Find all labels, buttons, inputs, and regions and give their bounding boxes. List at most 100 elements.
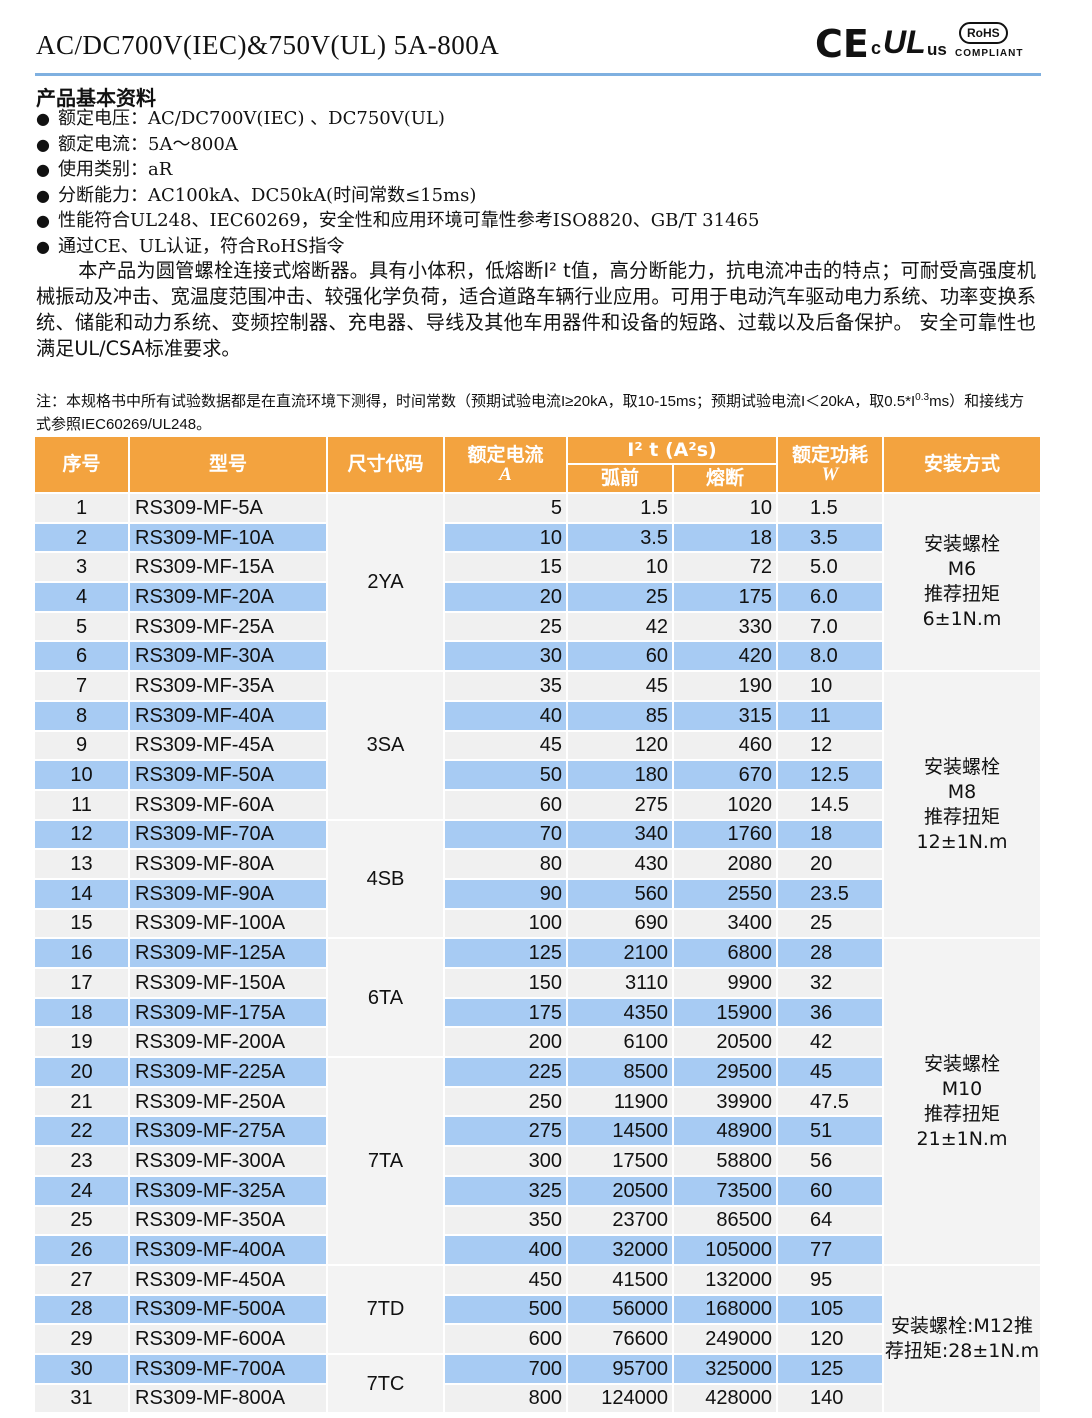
model: RS309-MF-800A — [128, 1382, 328, 1415]
rated-power: 105 — [776, 1293, 884, 1326]
table-row: 24 RS309-MF-325A 325 20500 73500 60 — [33, 1174, 1041, 1207]
row-number: 2 — [33, 521, 130, 554]
model: RS309-MF-275A — [128, 1115, 328, 1148]
table-row: 26 RS309-MF-400A 400 32000 105000 77 — [33, 1234, 1041, 1266]
rated-power: 12.5 — [776, 759, 884, 791]
total-i2t: 190 — [672, 670, 778, 702]
header-cell: 熔断 — [672, 463, 778, 494]
total-i2t: 86500 — [672, 1204, 778, 1237]
mounting-line: M10 — [941, 1077, 983, 1100]
row-number: 20 — [33, 1056, 130, 1088]
prearc-i2t: 10 — [566, 551, 674, 584]
rated-power: 7.0 — [776, 610, 884, 643]
total-i2t: 132000 — [672, 1263, 778, 1296]
header-cell: 型号 — [128, 435, 328, 494]
prearc-i2t: 23700 — [566, 1204, 674, 1237]
bullet-list: ● 额定电压：AC/DC700V(IEC) 、DC750V(UL) ● 额定电流：5A… — [36, 106, 759, 259]
header-cell: 序号 — [33, 435, 130, 494]
rated-current: 300 — [443, 1145, 568, 1177]
mounting-line: 6±1N.m — [922, 608, 1002, 631]
model: RS309-MF-20A — [128, 581, 328, 613]
total-i2t: 6800 — [672, 937, 778, 969]
table-row: 7 RS309-MF-35A 3SA 35 45 190 10 安装螺栓 M8 推荐扭矩 12±1N… — [33, 670, 1042, 940]
row-number: 11 — [33, 788, 130, 821]
row-number: 28 — [33, 1293, 130, 1326]
model: RS309-MF-80A — [128, 848, 328, 880]
mounting-line: M8 — [947, 780, 977, 803]
total-i2t: 39900 — [672, 1085, 778, 1118]
header-cell: 弧前 — [566, 463, 674, 494]
row-number: 26 — [33, 1234, 130, 1266]
model: RS309-MF-700A — [128, 1352, 328, 1385]
total-i2t: 175 — [672, 581, 778, 613]
note-text: ms）和接线方式参照IEC60269/UL248。 — [36, 393, 1025, 433]
bullet-dot: ● — [36, 134, 50, 154]
title: AC/DC700V(IEC)&750V(UL) 5A-800A — [36, 30, 500, 60]
size-code: 2YA — [326, 491, 445, 673]
rated-power: 95 — [776, 1263, 884, 1296]
prearc-i2t: 56000 — [566, 1293, 674, 1326]
model: RS309-MF-225A — [128, 1056, 328, 1088]
bullet-text: 额定电压：AC/DC700V(IEC) 、DC750V(UL) — [58, 108, 445, 129]
logo-c: c — [871, 38, 882, 58]
logo-us: us — [927, 40, 947, 59]
rated-power: 60 — [776, 1174, 884, 1207]
table-row: 25 RS309-MF-350A 350 23700 86500 64 — [33, 1204, 1041, 1237]
model: RS309-MF-45A — [128, 729, 328, 762]
table-row: 27 RS309-MF-450A 7TD 450 41500 132000 95 安装螺栓:M… — [33, 1263, 1042, 1415]
header-row: 弧前 熔断 — [34, 463, 1041, 494]
rated-current: 150 — [443, 967, 568, 999]
total-i2t: 1760 — [672, 818, 778, 851]
bullet-dot: ● — [36, 109, 50, 128]
row-number: 4 — [33, 581, 130, 613]
rated-current: 90 — [443, 877, 568, 910]
row-number: 12 — [33, 818, 130, 851]
total-i2t: 1020 — [672, 788, 778, 821]
bullet-text: 分断能力：AC100kA、DC50kA(时间常数≤15ms) — [58, 184, 477, 206]
model: RS309-MF-70A — [128, 818, 328, 851]
row-number: 24 — [33, 1174, 130, 1207]
logo-compliant: COMPLIANT — [955, 48, 1024, 59]
rated-power: 125 — [776, 1352, 884, 1385]
header-cell: 额定电流 A — [443, 435, 568, 494]
spec-table: 序号 型号 尺寸代码 额定电流 A I² t (A²s) 额定功耗 W 安装方式 弧前 熔断 1 RS3… — [33, 435, 1042, 1415]
bullet-item: ● 额定电流：5A～800A — [36, 132, 759, 158]
rated-power: 120 — [776, 1323, 884, 1355]
rated-current: 35 — [443, 670, 568, 702]
mounting-line: 12±1N.m — [916, 830, 1008, 853]
table-row: 30 RS309-MF-700A 7TC 700 95700 325000 125 — [33, 1352, 1041, 1415]
model: RS309-MF-450A — [128, 1263, 328, 1296]
rated-current: 50 — [443, 759, 568, 791]
rated-current: 10 — [443, 521, 568, 554]
model: RS309-MF-200A — [128, 1026, 328, 1059]
prearc-i2t: 95700 — [566, 1352, 674, 1385]
total-i2t: 72 — [672, 551, 778, 584]
rated-power: 3.5 — [776, 521, 884, 554]
bullet-item: ● 分断能力：AC100kA、DC50kA(时间常数≤15ms) — [36, 183, 759, 209]
total-i2t: 15900 — [672, 996, 778, 1029]
row-number: 29 — [33, 1323, 130, 1355]
row-number: 13 — [33, 848, 130, 880]
rated-current: 45 — [443, 729, 568, 762]
total-i2t: 168000 — [672, 1293, 778, 1326]
rated-power: 14.5 — [776, 788, 884, 821]
header-text: 额定电流 — [467, 443, 544, 466]
prearc-i2t: 340 — [566, 818, 674, 851]
rated-power: 25 — [776, 907, 884, 940]
header-rule — [35, 73, 1041, 76]
row-number: 17 — [33, 967, 130, 999]
prearc-i2t: 17500 — [566, 1145, 674, 1177]
bullet-item: ● 额定电压：AC/DC700V(IEC) 、DC750V(UL) — [36, 106, 759, 132]
table-row: 4 RS309-MF-20A 20 25 175 6.0 — [33, 581, 1041, 613]
total-i2t: 330 — [672, 610, 778, 643]
bullet-dot: ● — [36, 236, 50, 256]
prearc-i2t: 690 — [566, 907, 674, 940]
model: RS309-MF-300A — [128, 1145, 328, 1177]
header-cell: I² t (A²s) — [566, 435, 778, 465]
row-number: 31 — [33, 1382, 130, 1415]
size-code: 7TC — [326, 1352, 445, 1415]
row-number: 8 — [33, 699, 130, 732]
total-i2t: 249000 — [672, 1323, 778, 1355]
prearc-i2t: 6100 — [566, 1026, 674, 1059]
bullet-text: 额定电流：5A～800A — [58, 133, 238, 155]
